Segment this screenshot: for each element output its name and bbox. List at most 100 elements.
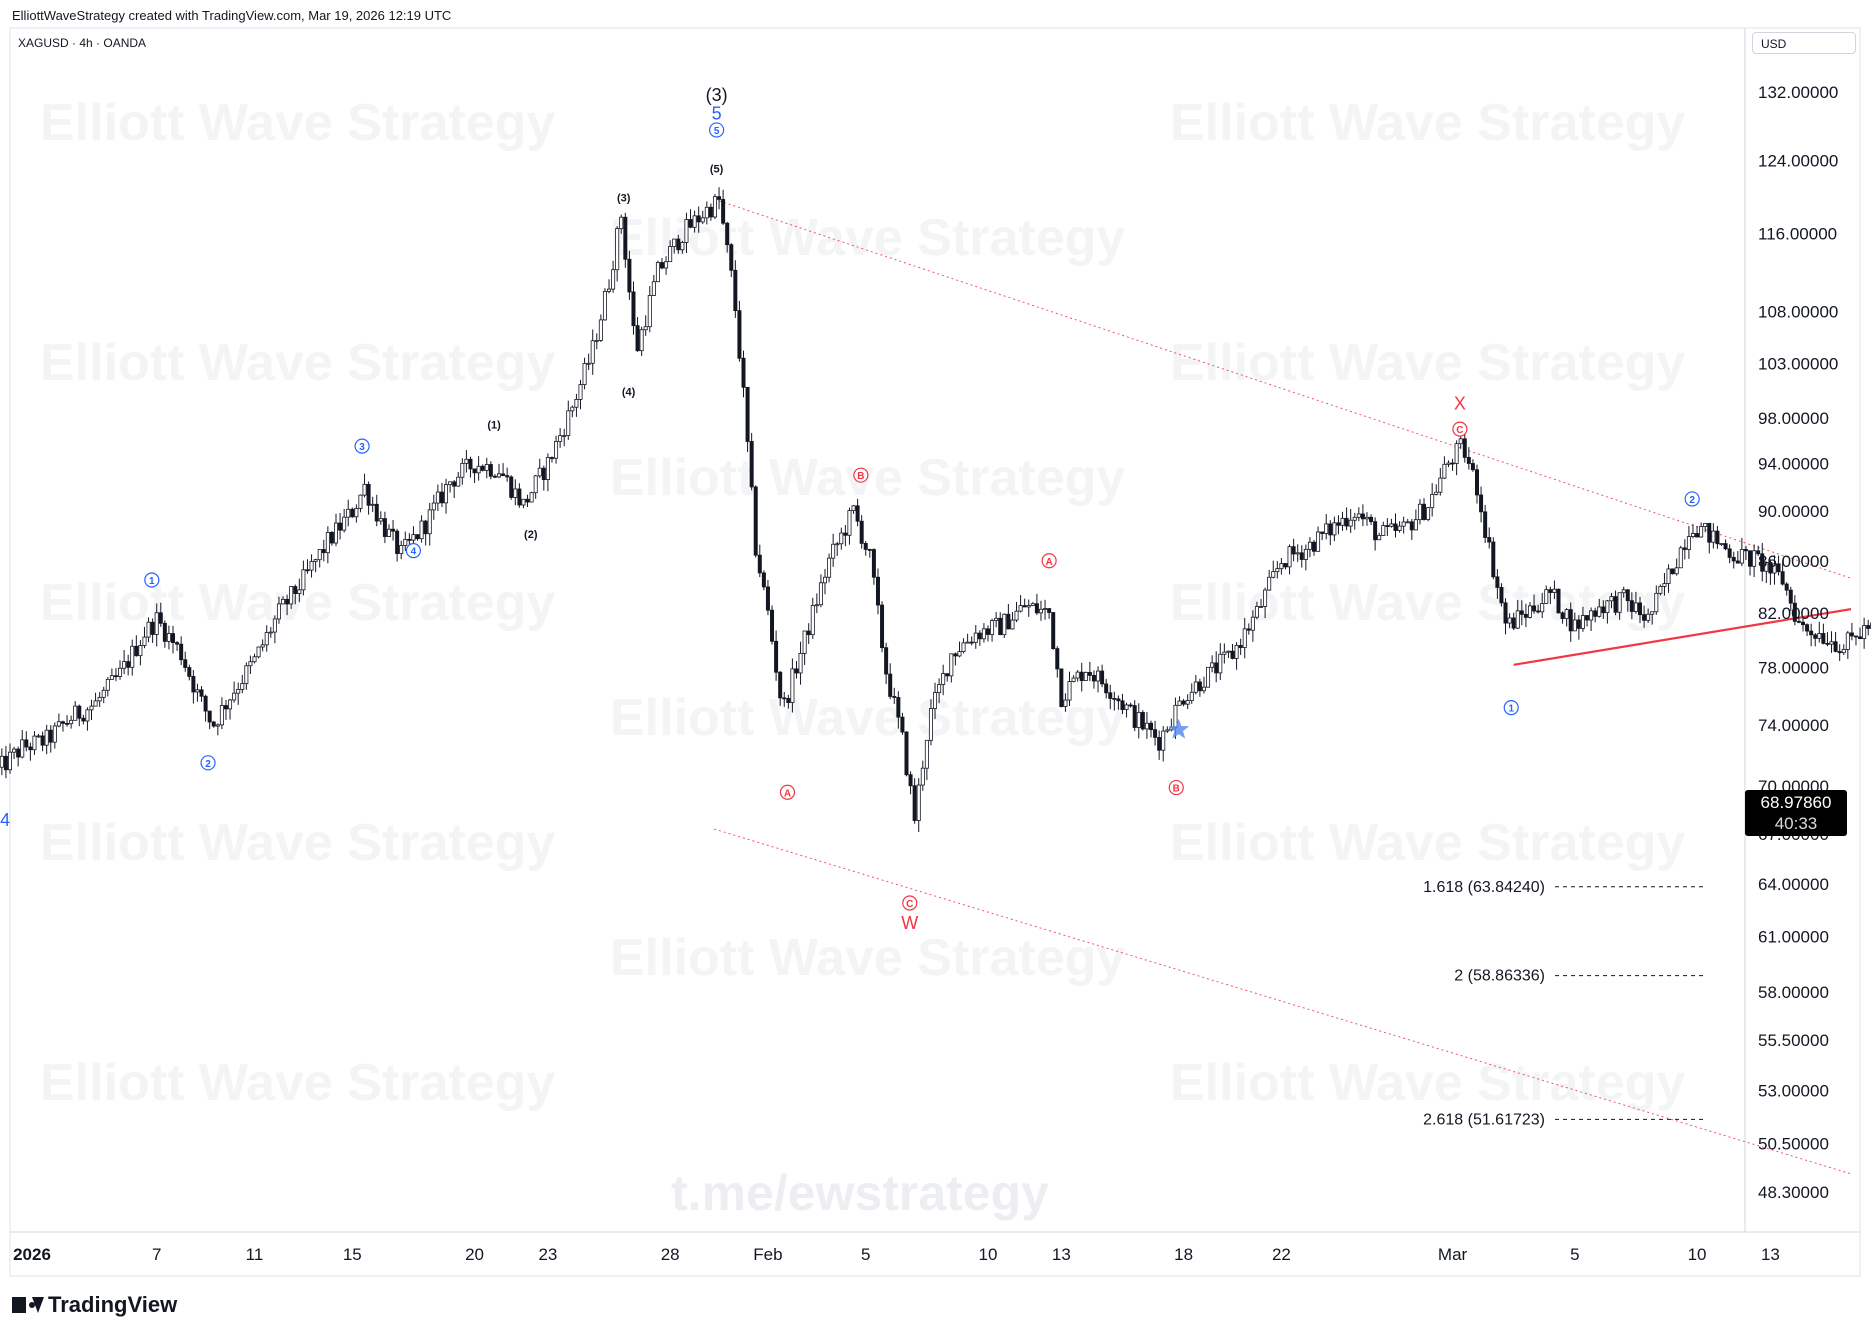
candle-body — [1646, 613, 1651, 621]
candle-body — [1307, 541, 1312, 550]
candle-body — [1087, 672, 1092, 676]
candle-body — [1108, 692, 1113, 699]
candle-body — [501, 473, 506, 476]
candle-body — [725, 222, 730, 246]
candle-body — [1230, 650, 1235, 659]
candle-body — [1193, 681, 1198, 693]
candle-body — [1748, 550, 1753, 567]
candle-body — [729, 244, 734, 271]
candle-body — [305, 569, 310, 572]
candle-body — [65, 722, 70, 725]
candle-body — [313, 559, 318, 562]
symbol-label[interactable]: XAGUSD · 4h · OANDA — [18, 36, 147, 50]
time-axis[interactable]: 202671115202328Feb510131822Mar5101318222… — [13, 1245, 1871, 1264]
candle-body — [1523, 613, 1528, 618]
candle-body — [1466, 456, 1471, 464]
candle-body — [138, 645, 143, 657]
candle-body — [672, 238, 677, 247]
candle-body — [888, 673, 893, 697]
candle-body — [884, 647, 889, 675]
candle-body — [468, 458, 473, 470]
wave-label-circle — [1041, 553, 1057, 569]
candle-body — [1259, 606, 1264, 608]
candle-body — [93, 700, 98, 707]
watermark-text: Elliott Wave Strategy — [610, 929, 1125, 987]
wave-label-circle — [779, 784, 796, 800]
candle-body — [880, 604, 885, 649]
channel-upper-line — [718, 200, 1851, 579]
candle-body — [346, 508, 351, 518]
time-axis-tick: 11 — [246, 1245, 264, 1264]
candle-body — [1067, 681, 1072, 701]
candle-body — [444, 484, 449, 504]
candle-body — [1601, 606, 1606, 614]
candle-body — [1112, 698, 1117, 700]
candle-body — [1540, 603, 1545, 613]
candle-body — [1128, 704, 1133, 707]
candle-body — [1348, 519, 1353, 527]
candle-body — [1104, 683, 1109, 694]
candle-body — [1075, 671, 1080, 679]
candle-body — [1116, 698, 1121, 702]
candle-body — [1417, 503, 1422, 521]
candle-body — [1434, 491, 1439, 495]
candle-body — [411, 534, 416, 541]
candle-body — [851, 505, 856, 512]
candle-body — [403, 538, 408, 546]
candle-body — [1413, 519, 1418, 531]
candle-body — [1206, 666, 1211, 688]
candle-body — [517, 488, 522, 506]
candle-body — [1829, 641, 1834, 645]
price-axis[interactable]: 132.00000 124.00000 116.00000 108.00000 103.… — [1758, 83, 1838, 1202]
wave-label: 2 — [205, 759, 211, 770]
wave-label: 2 — [1689, 495, 1695, 506]
candle-body — [1051, 612, 1056, 649]
candle-body — [1100, 670, 1105, 685]
candle-body — [916, 784, 921, 821]
candle-body — [1719, 543, 1724, 545]
candle-body — [1593, 610, 1598, 617]
currency-selector[interactable]: USD — [1752, 32, 1856, 54]
candle-body — [1267, 576, 1272, 591]
candle-body — [105, 679, 110, 691]
candle-body — [655, 262, 660, 283]
candle-body — [574, 399, 579, 408]
watermark-text: Elliott Wave Strategy — [40, 574, 555, 632]
candle-body — [236, 689, 241, 694]
candle-body — [7, 751, 12, 771]
candle-body — [590, 340, 595, 364]
candle-body — [240, 683, 245, 690]
candle-body — [199, 689, 204, 697]
candle-body — [1401, 521, 1406, 527]
candle-body — [382, 518, 387, 537]
chart-border — [9, 27, 1861, 1277]
candle-body — [1091, 675, 1096, 682]
candle-body — [847, 510, 852, 536]
candle-body — [1299, 552, 1304, 560]
wave-label: B — [857, 471, 864, 482]
candle-body — [1393, 523, 1398, 531]
tradingview-logo[interactable]: TradingView — [12, 1292, 177, 1318]
candle-body — [794, 668, 799, 674]
candle-body — [1548, 589, 1553, 593]
candle-body — [986, 628, 991, 635]
candle-body — [1250, 616, 1255, 631]
candle-body — [472, 468, 477, 474]
candle-body — [73, 705, 78, 721]
candle-body — [1328, 523, 1333, 536]
candle-body — [374, 503, 379, 522]
candle-body — [362, 483, 367, 496]
price-axis-tick: 86.00000 — [1758, 552, 1829, 571]
candle-body — [831, 543, 836, 559]
candle-body — [973, 632, 978, 643]
candle-body — [32, 735, 37, 751]
candle-body — [1303, 548, 1308, 560]
candle-body — [745, 386, 750, 442]
wave-label: (3) — [617, 192, 631, 204]
candle-body — [187, 667, 192, 677]
candle-body — [749, 441, 754, 488]
candle-body — [684, 219, 689, 243]
candle-body — [928, 708, 933, 741]
